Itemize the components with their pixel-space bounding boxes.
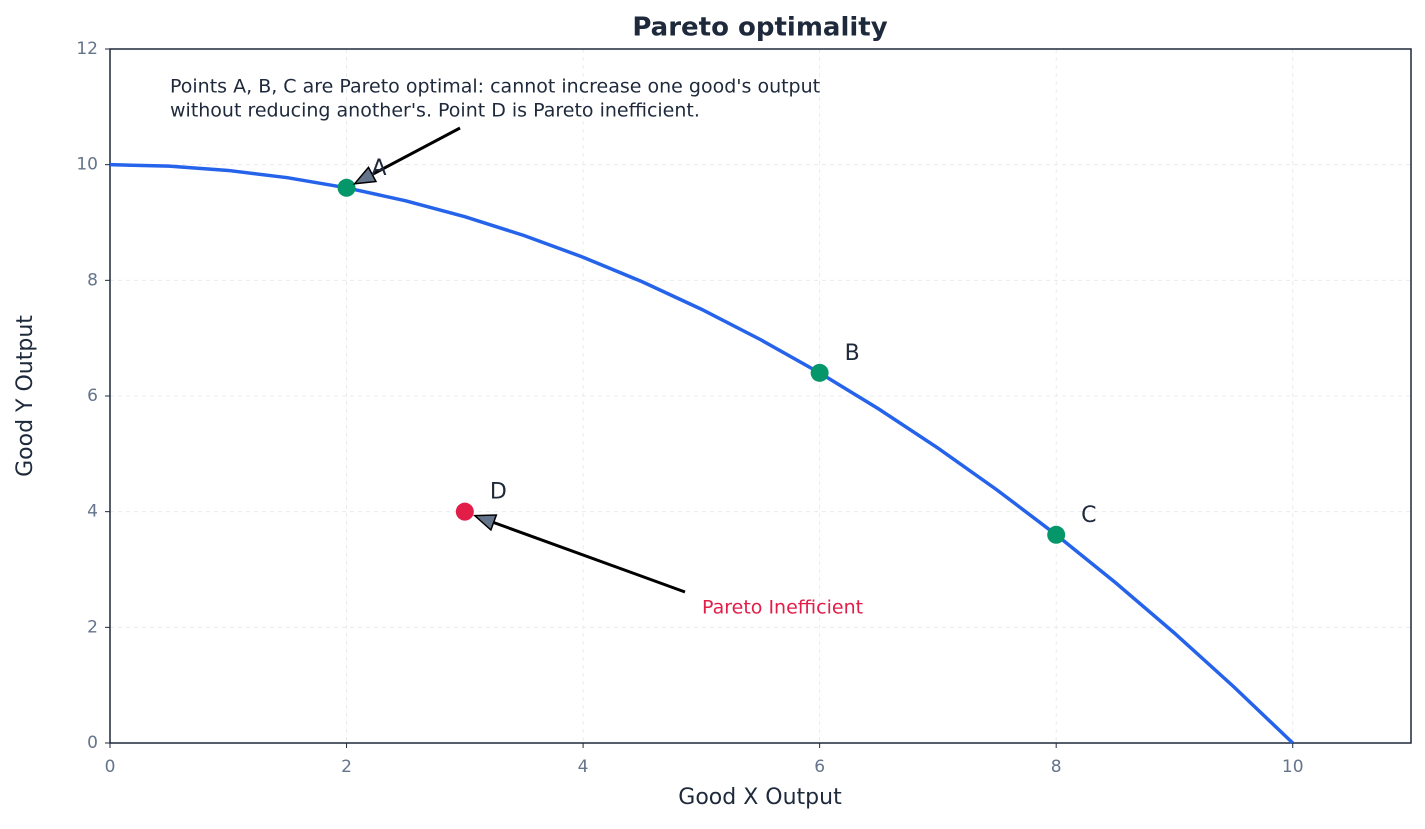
y-tick-label: 6 <box>87 386 98 406</box>
arrow-head <box>352 166 378 185</box>
y-tick-label: 4 <box>87 502 98 522</box>
y-axis-label: Good Y Output <box>13 315 38 477</box>
arrow-shaft <box>493 521 686 594</box>
point <box>810 363 829 382</box>
x-tick-label: 10 <box>1282 757 1304 777</box>
x-tick-label: 2 <box>341 757 352 777</box>
x-tick-label: 6 <box>814 757 825 777</box>
point-label: D <box>490 480 507 505</box>
chart-title: Pareto optimality <box>632 13 887 43</box>
x-axis-label: Good X Output <box>678 785 842 810</box>
plot-frame <box>109 48 1412 744</box>
x-tick-label: 8 <box>1051 757 1062 777</box>
point-label: B <box>845 341 860 366</box>
point <box>1047 525 1066 544</box>
y-tick-label: 10 <box>76 155 98 175</box>
point-label: C <box>1081 503 1096 528</box>
point <box>337 178 356 197</box>
arrow-head <box>472 514 498 532</box>
x-tick-label: 0 <box>105 757 116 777</box>
y-tick-label: 0 <box>87 733 98 753</box>
arrow-shaft <box>371 126 461 176</box>
frontier-line <box>109 162 1294 745</box>
y-tick-label: 8 <box>87 270 98 290</box>
point <box>455 502 474 521</box>
point-label: A <box>372 156 387 181</box>
annotation-text: without reducing another's. Point D is P… <box>170 100 700 122</box>
y-tick-label: 12 <box>76 39 98 59</box>
annotation-inefficient: Pareto Inefficient <box>702 597 863 619</box>
annotation-text: Points A, B, C are Pareto optimal: canno… <box>170 76 820 98</box>
y-tick-label: 2 <box>87 617 98 637</box>
x-tick-label: 4 <box>578 757 589 777</box>
